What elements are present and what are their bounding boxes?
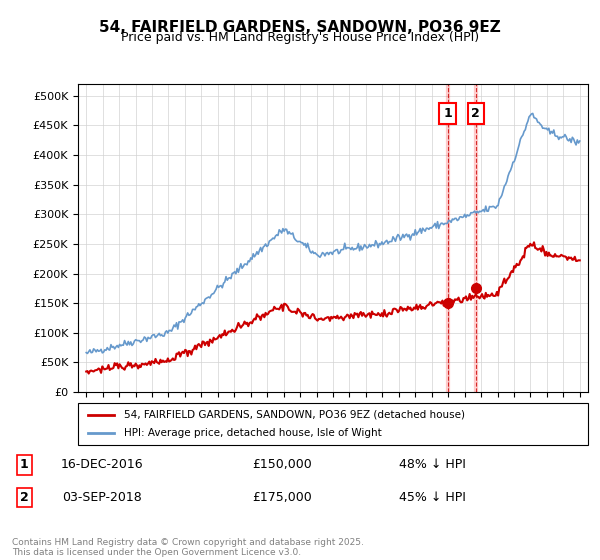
Text: 2: 2 [471, 107, 480, 120]
Text: 48% ↓ HPI: 48% ↓ HPI [398, 459, 466, 472]
Text: £150,000: £150,000 [252, 459, 312, 472]
FancyBboxPatch shape [78, 403, 588, 445]
Text: 54, FAIRFIELD GARDENS, SANDOWN, PO36 9EZ (detached house): 54, FAIRFIELD GARDENS, SANDOWN, PO36 9EZ… [124, 410, 465, 420]
Text: 54, FAIRFIELD GARDENS, SANDOWN, PO36 9EZ: 54, FAIRFIELD GARDENS, SANDOWN, PO36 9EZ [99, 20, 501, 35]
Text: 03-SEP-2018: 03-SEP-2018 [62, 491, 142, 503]
Text: 1: 1 [443, 107, 452, 120]
Text: 45% ↓ HPI: 45% ↓ HPI [398, 491, 466, 503]
Bar [446, 84, 449, 392]
Bar [474, 84, 477, 392]
Text: 1: 1 [20, 459, 28, 472]
Text: 16-DEC-2016: 16-DEC-2016 [61, 459, 143, 472]
Text: 2: 2 [20, 491, 28, 503]
Text: HPI: Average price, detached house, Isle of Wight: HPI: Average price, detached house, Isle… [124, 428, 382, 438]
Text: Price paid vs. HM Land Registry's House Price Index (HPI): Price paid vs. HM Land Registry's House … [121, 31, 479, 44]
Text: £175,000: £175,000 [252, 491, 312, 503]
Text: Contains HM Land Registry data © Crown copyright and database right 2025.
This d: Contains HM Land Registry data © Crown c… [12, 538, 364, 557]
